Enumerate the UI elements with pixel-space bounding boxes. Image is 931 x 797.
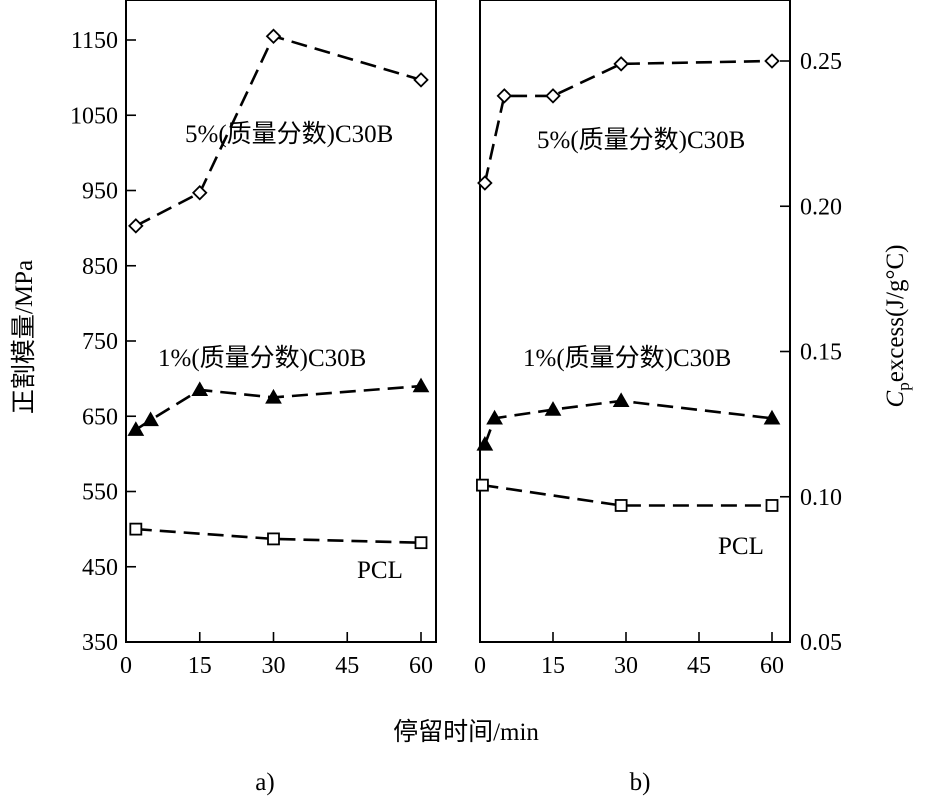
square-marker bbox=[414, 536, 428, 550]
y-tick-label: 1050 bbox=[70, 103, 118, 129]
triangle-marker bbox=[265, 388, 282, 404]
x-tick-label: 0 bbox=[474, 653, 486, 679]
triangle-marker bbox=[544, 401, 562, 416]
y-tick-label: 0.05 bbox=[800, 630, 842, 656]
panel-a-series-lines bbox=[135, 34, 422, 544]
square-marker bbox=[129, 522, 143, 536]
x-tick-label: 30 bbox=[262, 653, 286, 679]
panel-b-y-ticks: 0.05 0.10 0.15 0.20 0.25 bbox=[780, 49, 842, 656]
series-line-triangle bbox=[483, 399, 773, 445]
panel-b: 0.05 0.10 0.15 0.20 0.25 0 15 30 45 60 5%(质量分数)C… bbox=[474, 0, 913, 796]
panel-b-markers bbox=[476, 53, 781, 512]
panel-b-y-axis-title-sub: p bbox=[894, 382, 913, 391]
panel-b-label-1pct: 1%(质量分数)C30B bbox=[523, 344, 731, 372]
triangle-marker bbox=[191, 381, 209, 397]
y-tick-label: 950 bbox=[82, 179, 118, 205]
square-marker bbox=[267, 532, 280, 546]
panel-b-y-axis-title-main: C bbox=[882, 390, 909, 407]
panel-a-frame bbox=[125, 0, 437, 643]
square-marker bbox=[476, 478, 489, 492]
panel-a-markers bbox=[127, 28, 430, 550]
panel-b-label: b) bbox=[630, 769, 651, 796]
y-tick-label: 650 bbox=[82, 404, 118, 430]
x-tick-label: 15 bbox=[541, 653, 565, 679]
series-line-diamond bbox=[135, 34, 422, 228]
triangle-marker bbox=[486, 409, 503, 425]
panel-a-y-axis-title: 正割模量/MPa bbox=[10, 260, 38, 414]
diamond-marker bbox=[764, 53, 780, 69]
square-marker bbox=[614, 499, 628, 512]
y-tick-label: 450 bbox=[82, 555, 118, 581]
x-tick-label: 15 bbox=[188, 653, 212, 679]
x-tick-label: 0 bbox=[120, 653, 132, 679]
diamond-marker bbox=[613, 56, 629, 72]
panel-a-label-5pct: 5%(质量分数)C30B bbox=[185, 120, 393, 148]
diamond-marker bbox=[477, 175, 493, 191]
x-tick-label: 45 bbox=[335, 653, 359, 679]
series-line-square bbox=[482, 483, 772, 507]
diamond-marker bbox=[413, 72, 429, 88]
diamond-marker bbox=[496, 88, 513, 104]
y-tick-label: 0.10 bbox=[800, 485, 842, 511]
panel-b-label-5pct: 5%(质量分数)C30B bbox=[537, 126, 745, 154]
panel-a-label: a) bbox=[255, 769, 274, 796]
series-line-triangle bbox=[135, 384, 422, 431]
panel-b-label-pcl: PCL bbox=[718, 533, 764, 560]
y-tick-label: 0.15 bbox=[800, 340, 842, 366]
panel-a-y-ticks: 350 450 550 650 750 850 950 1050 1150 bbox=[70, 28, 136, 656]
x-tick-label: 45 bbox=[687, 653, 711, 679]
y-tick-label: 750 bbox=[82, 329, 118, 355]
y-tick-label: 0.25 bbox=[800, 49, 842, 75]
y-tick-label: 350 bbox=[82, 630, 118, 656]
y-tick-label: 550 bbox=[82, 480, 118, 506]
triangle-marker bbox=[127, 421, 145, 436]
y-tick-label: 1150 bbox=[71, 28, 118, 54]
panel-a-label-1pct: 1%(质量分数)C30B bbox=[158, 344, 366, 372]
diamond-marker bbox=[128, 218, 144, 234]
panel-b-y-axis-title: Cpexcess(J/g°C) bbox=[882, 245, 913, 408]
x-tick-label: 60 bbox=[409, 653, 433, 679]
panel-b-y-axis-title-rest: excess(J/g°C) bbox=[882, 245, 909, 383]
triangle-marker bbox=[476, 435, 494, 451]
y-tick-label: 0.20 bbox=[800, 194, 842, 220]
panel-a-x-ticks: 0 15 30 45 60 bbox=[120, 632, 433, 679]
triangle-marker bbox=[763, 409, 781, 425]
panel-b-x-ticks: 0 15 30 45 60 bbox=[474, 632, 784, 679]
panel-a-label-pcl: PCL bbox=[357, 557, 403, 584]
y-tick-label: 850 bbox=[82, 254, 118, 280]
x-tick-label: 60 bbox=[760, 653, 784, 679]
triangle-marker bbox=[142, 411, 159, 427]
panel-b-frame bbox=[479, 0, 791, 643]
square-marker bbox=[765, 499, 779, 512]
diamond-marker bbox=[191, 184, 208, 201]
triangle-marker bbox=[612, 392, 630, 408]
triangle-marker bbox=[412, 377, 430, 393]
x-tick-label: 30 bbox=[614, 653, 638, 679]
x-axis-title: 停留时间/min bbox=[393, 718, 539, 746]
diamond-marker bbox=[265, 28, 282, 45]
series-line-diamond bbox=[483, 59, 773, 184]
diamond-marker bbox=[545, 88, 561, 104]
